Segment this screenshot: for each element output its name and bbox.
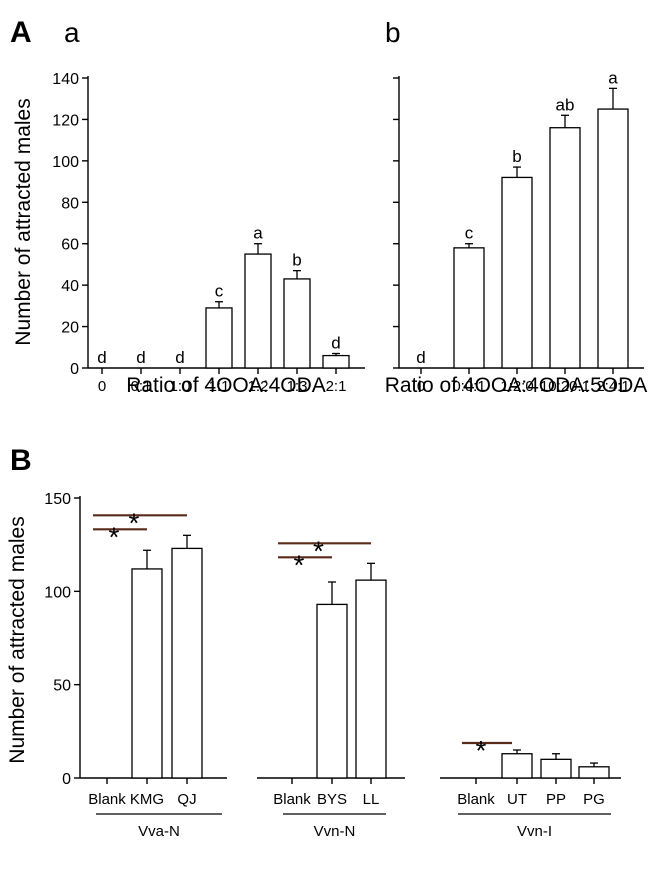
panel-b-bar: [501, 753, 533, 779]
panel-b-significance-star: *: [109, 521, 120, 552]
panel-a-a-significance-letter: a: [253, 224, 263, 243]
panel-a-a-category-label: 1:2: [248, 378, 269, 395]
panel-a-b-significance-letter: c: [465, 224, 474, 243]
panel-a-a-x-axis-title: Ratio of 4OOA:4ODA: [126, 374, 326, 397]
panel-a-b-significance-letter: d: [416, 348, 425, 367]
panel-a-b-category-label: 2:4:1: [596, 378, 629, 395]
panel-a-a-category-label: 1:0: [170, 378, 191, 395]
panel-b-y-tick-label: 50: [53, 678, 71, 695]
panel-b-bar: [171, 547, 203, 779]
panel-a-a-category-label: 1:1: [209, 378, 230, 395]
panel-a-a-bar: [283, 278, 311, 369]
panel-a-a-significance-letter: d: [97, 348, 106, 367]
panel-a-label: A: [10, 16, 32, 49]
panel-b-category-label: BYS: [317, 791, 347, 808]
panel-b-label: B: [10, 444, 32, 477]
panel-a-b-category-label: 0:0:1: [452, 378, 485, 395]
panel-b-significance-star: *: [294, 549, 305, 580]
panel-a-a-bar: [322, 354, 350, 369]
panel-b-group-label: Vvn-N: [314, 823, 356, 840]
panel-a-b-significance-letter: ab: [556, 95, 575, 114]
panel-a-a-y-tick-label: 120: [52, 112, 79, 129]
panel-b-category-label: Blank: [88, 791, 126, 808]
subpanel-a-label: a: [64, 17, 80, 48]
panel-b-significance-star: *: [313, 535, 324, 566]
panel-b-category-label: PG: [583, 791, 605, 808]
panel-a-a-bar: [205, 307, 233, 369]
panel-a-b-category-label: 1:2:0: [500, 378, 533, 395]
panel-b-group-label: Vvn-I: [517, 823, 552, 840]
panel-b-category-label: KMG: [130, 791, 164, 808]
panel-a-a-y-tick-label: 60: [61, 237, 79, 254]
panel-a-a-category-label: 1:3: [287, 378, 308, 395]
panel-a-a-y-tick-label: 0: [70, 361, 79, 378]
panel-b-group-label: Vva-N: [138, 823, 180, 840]
plot-panel-a-b: 0 d 0:0:1 c 1:2:0 b 10:20:1 ab 2:4:1 a: [393, 68, 644, 395]
panel-a-y-axis-title: Number of attracted males: [12, 98, 35, 345]
panel-a-b-bar: [549, 127, 581, 369]
panel-a-b-category-label: 10:20:1: [540, 378, 590, 395]
panel-b-bar: [316, 603, 348, 779]
panel-b-category-label: QJ: [177, 791, 196, 808]
panel-b-significance-star: *: [476, 735, 487, 766]
panel-b-significance-star: *: [129, 507, 140, 538]
panel-a-a-y-tick-label: 20: [61, 320, 79, 337]
panel-b-bar: [578, 766, 610, 779]
panel-a-b-significance-letter: a: [608, 68, 618, 87]
panel-b-category-label: Blank: [273, 791, 311, 808]
panel-b-bar: [355, 579, 387, 779]
panel-a-b-bar: [501, 176, 533, 369]
panel-a-b-category-label: 0: [417, 378, 425, 395]
panel-a-a-category-label: 2:1: [326, 378, 347, 395]
panel-a-a-significance-letter: d: [331, 334, 340, 353]
panel-a-b-bar: [453, 247, 485, 369]
panel-a-a-y-tick-label: 140: [52, 71, 79, 88]
panel-a-a-significance-letter: d: [136, 348, 145, 367]
panel-a-a-y-tick-label: 100: [52, 154, 79, 171]
panel-a-a-significance-letter: d: [175, 348, 184, 367]
panel-b-y-tick-label: 100: [44, 584, 71, 601]
panel-a-b-x-axis-title: Ratio of 4OOA:4ODA:5ODA: [385, 374, 648, 397]
panel-b-y-tick-label: 150: [44, 491, 71, 508]
panel-a-a-y-tick-label: 80: [61, 195, 79, 212]
panel-a-a-significance-letter: c: [215, 282, 224, 301]
panel-a-a-category-label: 0: [98, 378, 106, 395]
panel-a-a-bar: [244, 253, 272, 369]
panel-b-category-label: UT: [507, 791, 527, 808]
plot-panel-a-a: 0 20 40 60 80 100 120 140 0 d 0:1 d 1:0 d 1:1 c 1:2 a 1:3 b…: [52, 71, 365, 395]
panel-a-a-category-label: 0:1: [131, 378, 152, 395]
panel-a-a-significance-letter: b: [292, 251, 301, 270]
panel-b-bar: [131, 568, 163, 779]
panel-b-category-label: Blank: [457, 791, 495, 808]
subpanel-b-label: b: [385, 17, 401, 48]
panel-b-y-tick-label: 0: [62, 771, 71, 788]
panel-a-a-y-tick-label: 40: [61, 278, 79, 295]
panel-b-category-label: PP: [546, 791, 566, 808]
panel-a-b-significance-letter: b: [512, 147, 521, 166]
panel-b-category-label: LL: [363, 791, 380, 808]
panel-b-bar: [540, 758, 572, 779]
panel-b-y-axis-title: Number of attracted males: [6, 516, 29, 763]
panel-a-b-bar: [597, 108, 629, 369]
